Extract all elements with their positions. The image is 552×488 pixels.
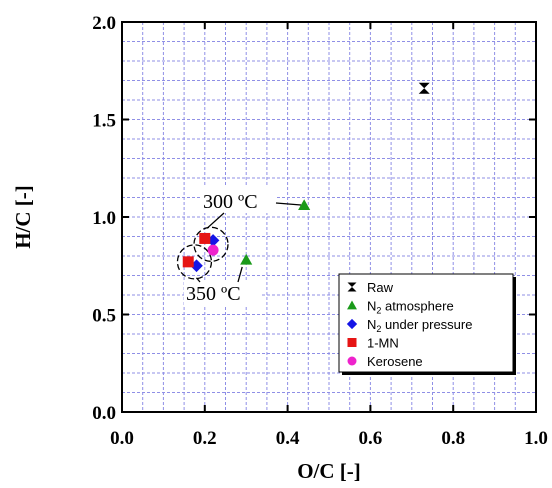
- x-tick-label: 0.4: [276, 428, 300, 449]
- x-tick-label: 0.8: [441, 428, 465, 449]
- data-point: [240, 253, 253, 265]
- x-axis-title: O/C [-]: [297, 459, 361, 483]
- axis-ticks: 0.0 0.2 0.4 0.6 0.8 1.0 0.0 0.5 1.0 1.5 2.0: [92, 13, 548, 449]
- legend-entry: N2 atmosphere: [367, 299, 454, 316]
- leader-350-to-n2: [237, 266, 243, 283]
- x-tick-label: 1.0: [524, 428, 548, 449]
- annotation-300-label: 300 ºC: [203, 191, 258, 213]
- legend-box: [338, 273, 514, 373]
- y-tick-label: 0.5: [92, 306, 116, 327]
- legend-marker: [347, 282, 357, 292]
- legend-marker: [347, 300, 357, 310]
- legend-entry: 1-MN: [367, 336, 399, 351]
- data-points: [182, 82, 430, 273]
- legend-marker: [347, 338, 357, 347]
- leader-350-to-circle: [195, 277, 201, 283]
- x-tick-label: 0.6: [359, 428, 383, 449]
- annotation-350-bg: [184, 280, 260, 306]
- y-tick-label: 2.0: [92, 13, 116, 34]
- leader-300-to-circle: [206, 212, 225, 229]
- x-tick-label: 0.2: [193, 428, 217, 449]
- legend-entry: Raw: [367, 280, 394, 295]
- leader-300-to-n2: [275, 202, 302, 206]
- annotation-350-label: 350 ºC: [186, 283, 241, 305]
- data-point: [207, 244, 219, 256]
- legend-marker: [347, 356, 357, 366]
- legend-entry: N2 under pressure: [367, 317, 472, 334]
- legend-entry: Kerosene: [367, 354, 423, 369]
- y-tick-label: 1.5: [92, 111, 116, 132]
- group-circle-300: [193, 226, 229, 262]
- legend-marker: [346, 318, 358, 330]
- annotation-300-bg: [200, 187, 276, 213]
- data-point: [298, 199, 311, 210]
- group-circle-350: [176, 244, 213, 280]
- data-point: [199, 232, 211, 244]
- data-point: [418, 82, 430, 94]
- data-point: [182, 256, 194, 268]
- y-tick-label: 1.0: [92, 208, 116, 229]
- y-axis-title: H/C [-]: [11, 185, 35, 249]
- y-tick-label: 0.0: [92, 403, 116, 424]
- x-tick-label: 0.0: [110, 428, 134, 449]
- annotations: 300 ºC 350 ºC: [176, 187, 302, 306]
